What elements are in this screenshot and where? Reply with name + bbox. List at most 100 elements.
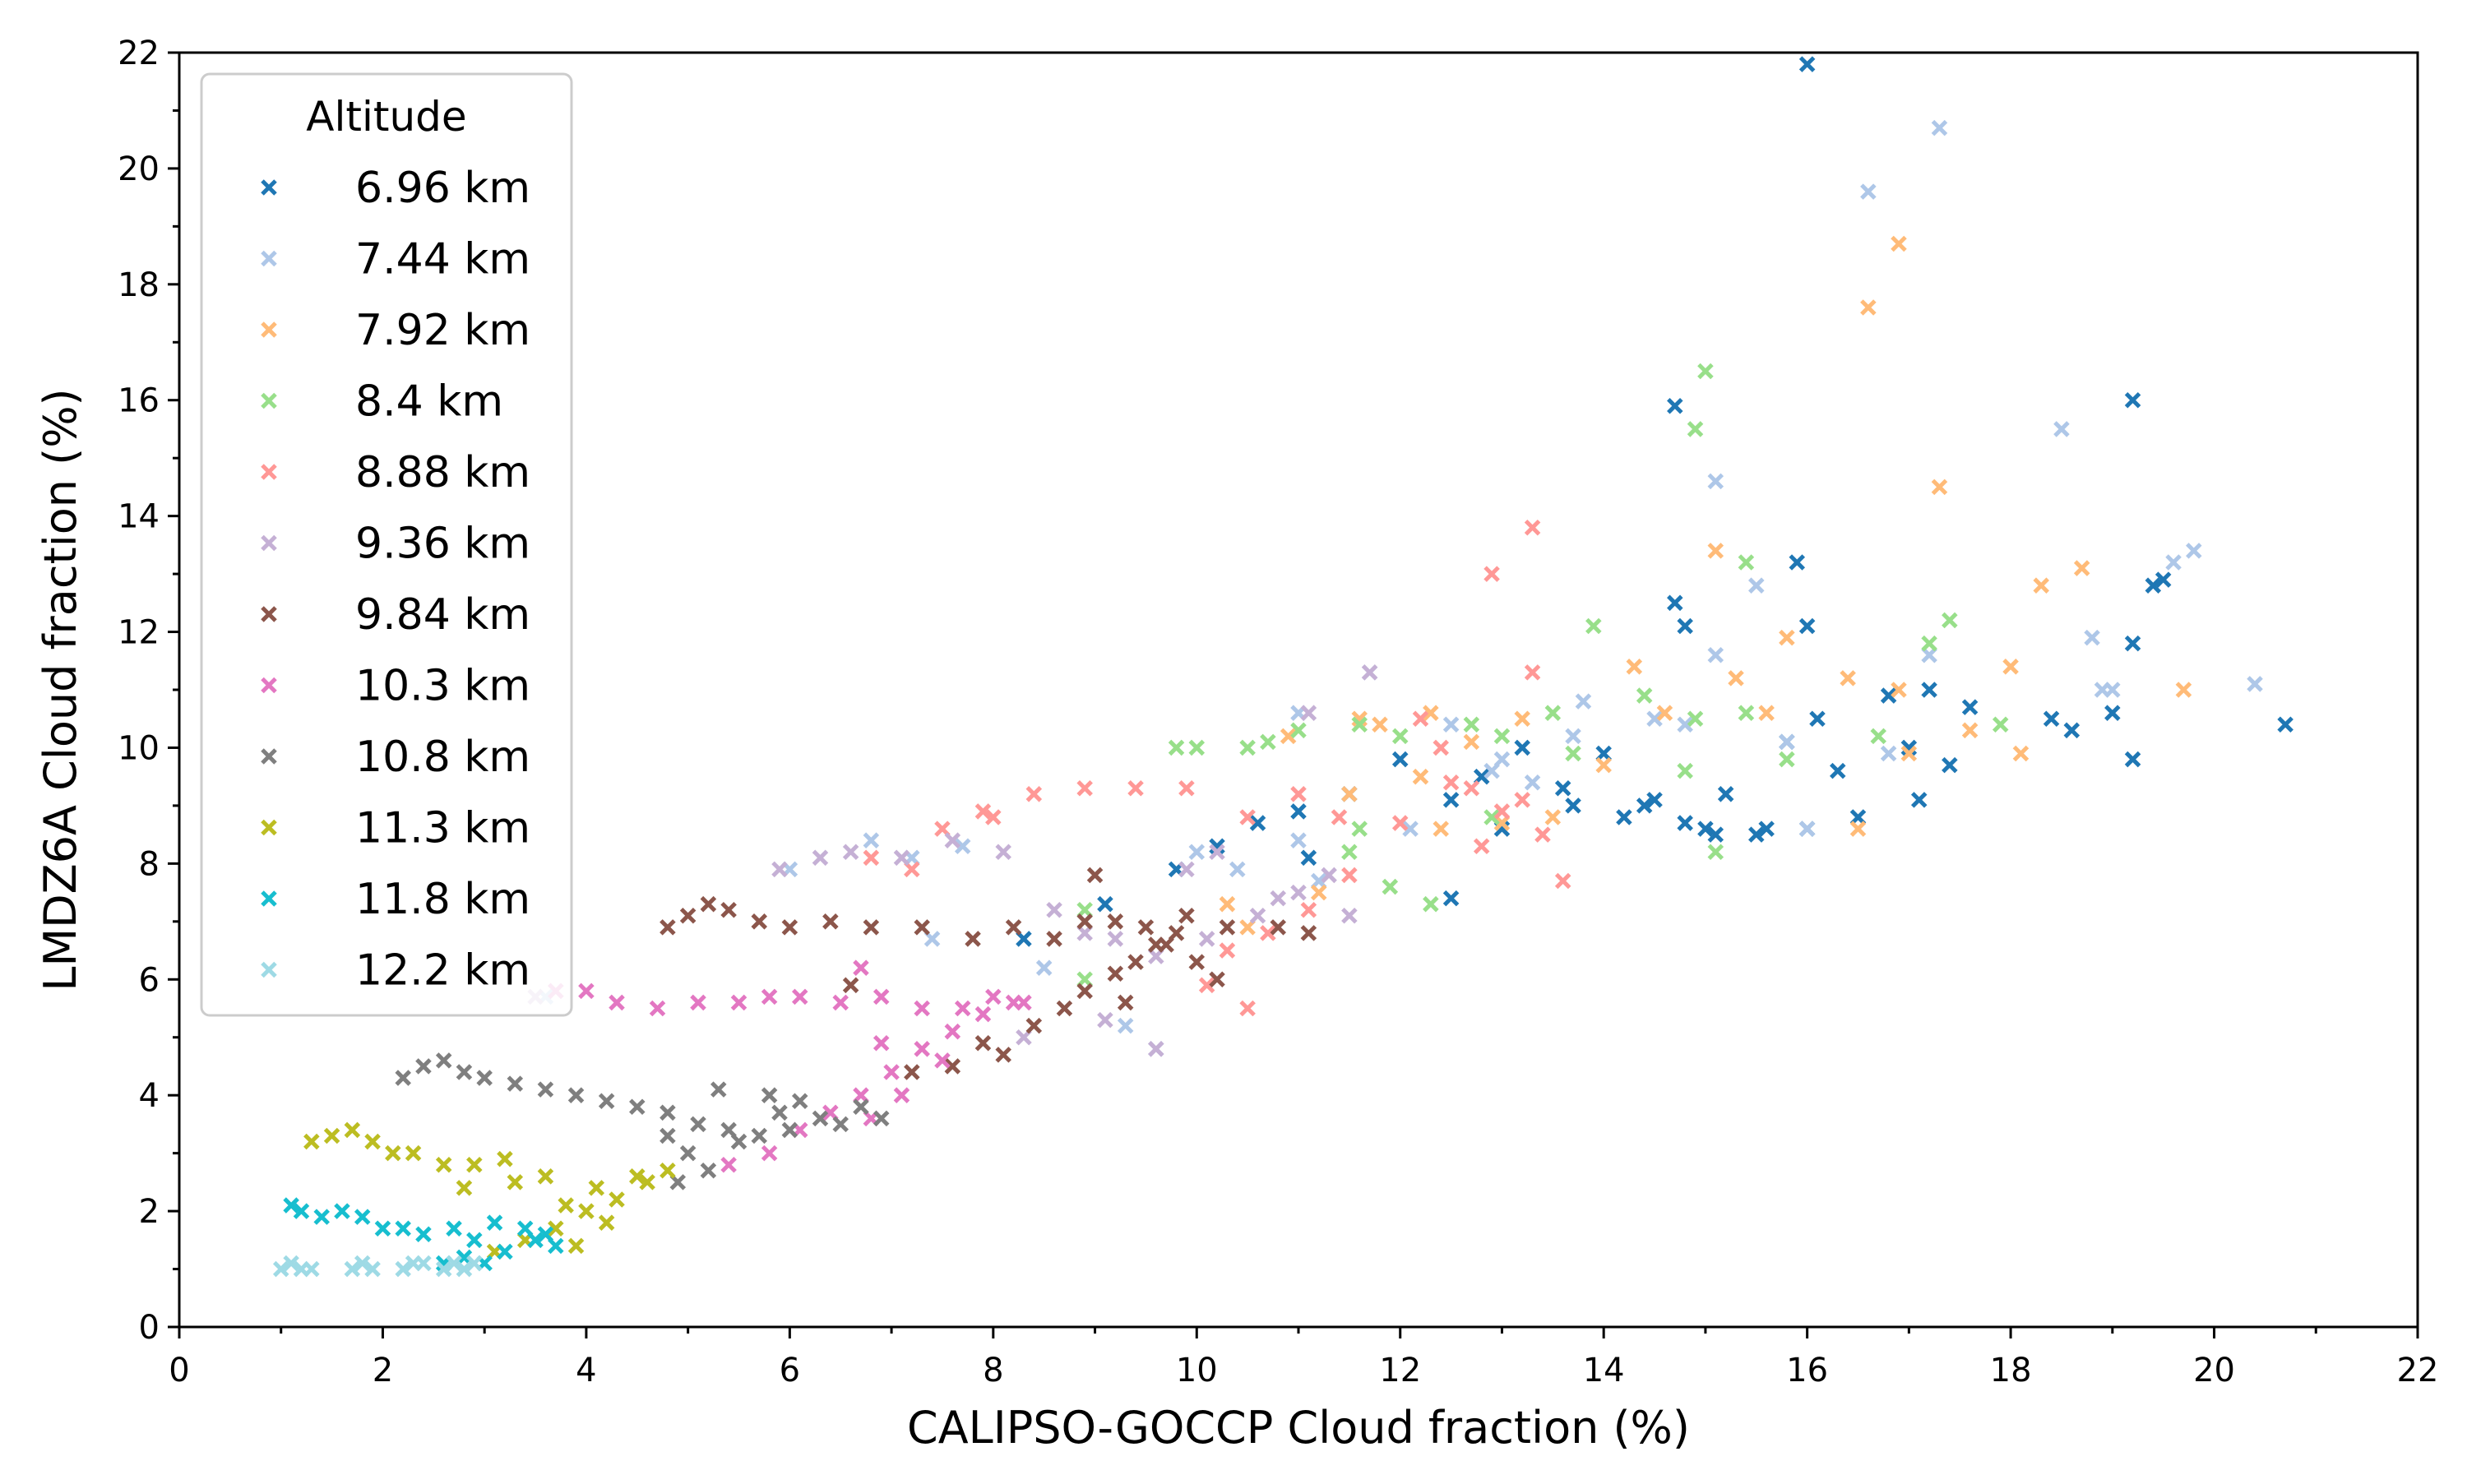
data-point <box>761 1087 778 1103</box>
legend-marker <box>261 890 277 907</box>
data-point <box>272 1260 289 1278</box>
data-point <box>985 988 1002 1006</box>
data-point <box>842 844 859 861</box>
data-point <box>893 1087 910 1103</box>
data-point <box>1260 925 1276 941</box>
data-point <box>1402 821 1419 837</box>
data-point <box>995 1047 1011 1063</box>
legend-label: 10.8 km <box>355 733 530 782</box>
series-6-96-km <box>1016 56 2293 947</box>
data-point <box>435 1156 452 1173</box>
data-point <box>832 994 849 1011</box>
data-point <box>679 908 697 924</box>
data-point <box>2145 577 2162 594</box>
data-point <box>1433 739 1449 756</box>
data-point <box>914 1041 930 1057</box>
series-8-4-km <box>1076 363 2009 988</box>
data-point <box>690 1116 706 1133</box>
data-point <box>761 1144 778 1162</box>
legend-item: 6.96 km <box>261 164 530 213</box>
legend-items: 6.96 km 7.44 km 7.92 km 8.4 km 8.88 km 9.36 k… <box>261 164 530 996</box>
data-point <box>283 1197 299 1214</box>
data-point <box>1076 982 1093 1000</box>
data-point <box>1900 745 1918 762</box>
series-9-84-km <box>660 867 1317 1080</box>
data-point <box>1707 543 1724 559</box>
data-point <box>1565 728 1581 745</box>
data-point <box>548 1237 564 1255</box>
data-point <box>2124 635 2141 652</box>
legend-title: Altitude <box>306 93 466 141</box>
data-point <box>1575 693 1592 710</box>
data-point <box>660 1163 676 1179</box>
legend-label: 7.92 km <box>355 306 530 355</box>
data-point <box>1961 699 1979 715</box>
data-points-layer <box>272 56 2293 1278</box>
data-point <box>700 895 717 913</box>
x-tick-label: 4 <box>576 1352 596 1389</box>
x-tick-label: 8 <box>983 1352 1003 1389</box>
data-point <box>893 849 910 867</box>
data-point <box>1565 745 1581 762</box>
data-point <box>1646 710 1663 727</box>
data-point <box>1198 931 1215 947</box>
x-tick-label: 20 <box>2193 1352 2235 1389</box>
y-axis-label: LMDZ6A Cloud fraction (%) <box>35 388 86 991</box>
data-point <box>456 1180 473 1196</box>
data-point <box>1483 566 1500 582</box>
data-point <box>1779 733 1795 751</box>
data-point <box>1117 1017 1134 1034</box>
legend-marker <box>261 677 277 694</box>
data-point <box>558 1197 574 1214</box>
data-point <box>1534 826 1551 843</box>
data-point <box>497 1243 513 1260</box>
x-tick-label: 14 <box>1583 1352 1625 1389</box>
data-point <box>527 1232 544 1249</box>
legend-marker <box>261 961 277 978</box>
data-point <box>842 977 859 994</box>
data-point <box>1931 478 1948 496</box>
series-7-92-km <box>1219 235 2192 936</box>
data-point <box>456 1260 473 1278</box>
data-point <box>934 1052 951 1069</box>
data-point <box>1290 786 1307 802</box>
data-point <box>904 1064 920 1080</box>
data-point <box>1931 119 1948 136</box>
data-point <box>578 1203 595 1219</box>
data-point <box>1107 931 1124 947</box>
legend-label: 9.36 km <box>355 520 530 569</box>
data-point <box>1748 577 1765 594</box>
data-point <box>1493 728 1511 745</box>
data-point <box>2094 682 2111 698</box>
data-point <box>1809 710 1826 727</box>
data-point <box>415 1226 432 1243</box>
data-point <box>944 1058 961 1075</box>
data-point <box>1910 792 1928 808</box>
data-point <box>629 1098 646 1116</box>
data-point <box>2063 722 2081 739</box>
data-point <box>1514 739 1530 756</box>
data-point <box>2124 751 2141 768</box>
data-point <box>567 1087 585 1103</box>
data-point <box>1290 803 1307 820</box>
data-point <box>395 1070 411 1086</box>
legend-item: 12.2 km <box>261 946 530 996</box>
data-point <box>1391 815 1409 831</box>
data-point <box>751 913 768 930</box>
data-point <box>944 1023 961 1040</box>
data-point <box>710 1081 727 1098</box>
data-point <box>609 994 625 1011</box>
data-point <box>1616 809 1632 825</box>
data-point <box>812 849 829 867</box>
data-point <box>1341 908 1358 924</box>
data-point <box>446 1255 462 1272</box>
data-point <box>1677 617 1693 635</box>
data-point <box>1717 786 1734 802</box>
y-tick-label: 6 <box>139 961 160 999</box>
data-point <box>1738 705 1755 721</box>
data-point <box>1748 826 1765 843</box>
data-point <box>1260 733 1276 751</box>
data-point <box>812 1110 829 1127</box>
y-axis-ticks: 0 2 4 6 8 10 12 14 16 18 20 22 <box>118 35 179 1347</box>
